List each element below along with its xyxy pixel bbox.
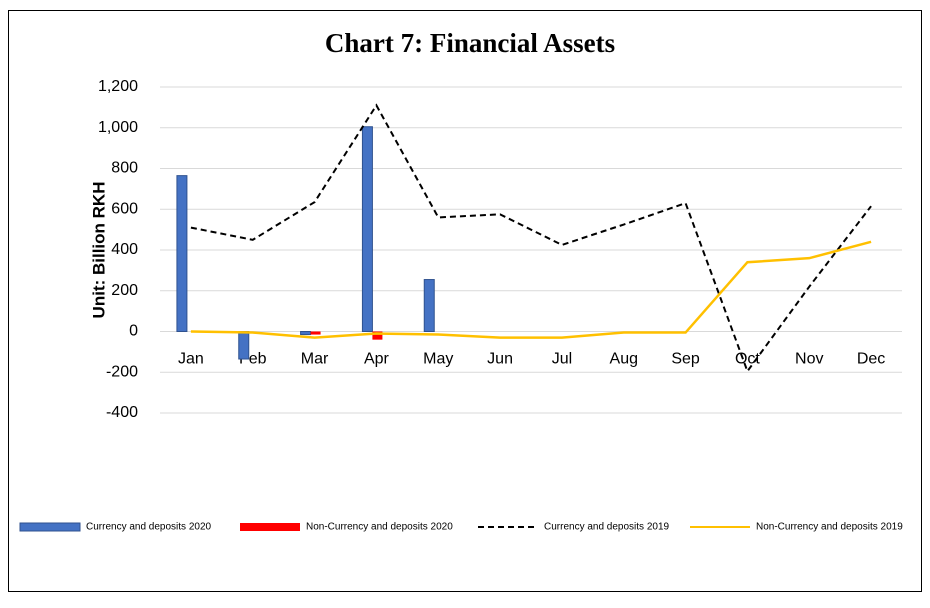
legend-label: Currency and deposits 2020 bbox=[86, 522, 212, 533]
x-tick-label: Dec bbox=[857, 351, 885, 368]
x-tick-label: Jun bbox=[487, 351, 513, 368]
bar bbox=[238, 331, 250, 360]
line bbox=[190, 103, 872, 374]
x-tick-label: Aug bbox=[610, 351, 638, 368]
bar bbox=[310, 331, 321, 335]
bar bbox=[372, 331, 383, 340]
legend-label: Non-Currency and deposits 2020 bbox=[306, 522, 453, 533]
y-axis-label: Unit: Billion RKH bbox=[89, 182, 108, 319]
bar bbox=[176, 175, 188, 332]
bar bbox=[300, 331, 312, 336]
x-tick-label: Apr bbox=[364, 351, 390, 368]
y-tick-label: -400 bbox=[106, 404, 138, 421]
chart-title: Chart 7: Financial Assets bbox=[325, 28, 615, 58]
legend-swatch bbox=[240, 523, 300, 531]
bar bbox=[423, 279, 435, 333]
y-tick-label: 0 bbox=[129, 323, 138, 340]
y-tick-label: 1,000 bbox=[98, 119, 138, 136]
legend-swatch bbox=[19, 522, 81, 532]
x-tick-label: Jul bbox=[552, 351, 572, 368]
legend-label: Currency and deposits 2019 bbox=[544, 522, 670, 533]
x-tick-label: Jan bbox=[178, 351, 204, 368]
chart-border bbox=[8, 10, 922, 592]
y-tick-label: 400 bbox=[111, 241, 138, 258]
y-tick-label: 200 bbox=[111, 282, 138, 299]
y-tick-label: 1,200 bbox=[98, 78, 138, 95]
x-tick-label: Mar bbox=[301, 351, 329, 368]
x-tick-label: Sep bbox=[671, 351, 700, 368]
line bbox=[190, 240, 872, 339]
y-tick-label: 800 bbox=[111, 160, 138, 177]
y-tick-label: 600 bbox=[111, 200, 138, 217]
bar bbox=[361, 126, 373, 332]
legend-label: Non-Currency and deposits 2019 bbox=[756, 522, 903, 533]
y-tick-label: -200 bbox=[106, 363, 138, 380]
x-tick-label: May bbox=[423, 351, 453, 368]
x-tick-label: Nov bbox=[795, 351, 823, 368]
